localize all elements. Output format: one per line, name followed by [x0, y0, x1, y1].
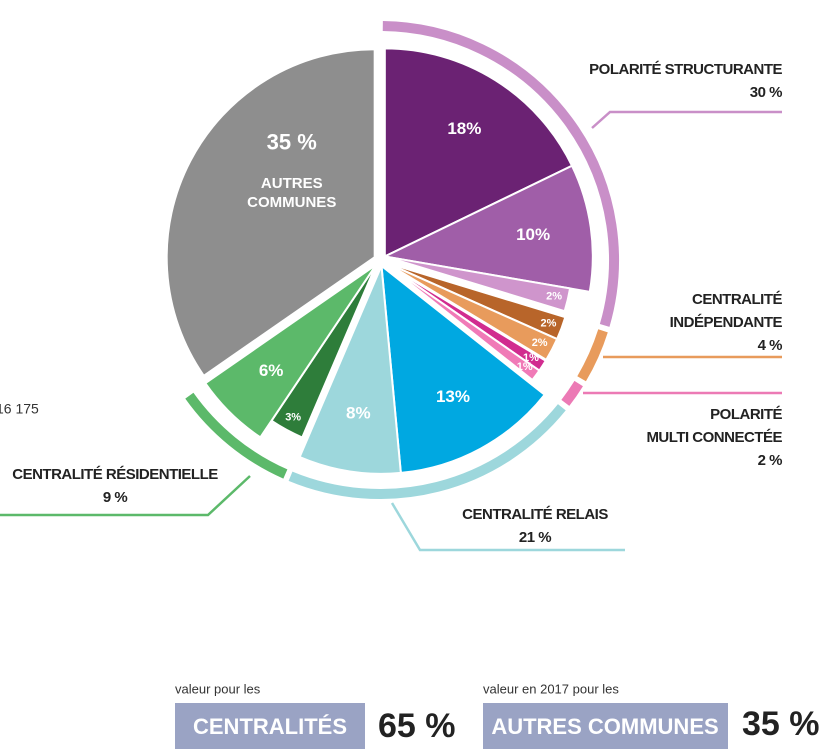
slice-label: 1%: [517, 361, 533, 373]
group-name: INDÉPENDANTE: [670, 314, 783, 331]
summary-box: [483, 703, 728, 749]
group-name: AUTRES: [261, 175, 323, 192]
group-arc: [185, 392, 288, 479]
summary-value: 65 %: [378, 707, 456, 745]
group-value: 9 %: [103, 489, 128, 506]
slice-label: 13%: [436, 387, 470, 406]
group-arc: [288, 404, 566, 499]
group-value: 35 %: [267, 130, 317, 155]
group-arc: [382, 21, 619, 327]
group-arc: [561, 380, 583, 406]
leader-line: [591, 110, 782, 129]
group-name: POLARITÉ STRUCTURANTE: [589, 61, 782, 78]
slice-label: 6%: [259, 361, 284, 380]
group-name: CENTRALITÉ RÉSIDENTIELLE: [12, 466, 218, 483]
group-value: 21 %: [519, 529, 551, 546]
slice: [384, 255, 572, 313]
slice-label: 2%: [546, 291, 562, 303]
group-value: 2 %: [758, 452, 783, 469]
group-arc: [577, 329, 608, 382]
slice: [165, 48, 376, 378]
slice-label: 18%: [447, 119, 481, 138]
side-note: 16 175: [0, 401, 39, 417]
summary-value: 35 %: [742, 705, 820, 743]
group-name: MULTI CONNECTÉE: [646, 429, 782, 446]
group-name: COMMUNES: [247, 194, 336, 211]
summary-name: CENTRALITÉS: [193, 714, 347, 739]
leader-lines: [0, 110, 782, 552]
caption: valeur en 2017 pour les: [483, 681, 619, 696]
group-name: POLARITÉ: [710, 406, 782, 423]
slice: [384, 262, 541, 382]
group-name: CENTRALITÉ RELAIS: [462, 506, 608, 523]
leader-line: [0, 475, 251, 517]
slice: [383, 47, 574, 259]
slice: [381, 164, 594, 293]
slice-label: 2%: [541, 317, 557, 329]
summary-box: [175, 703, 365, 749]
slice: [384, 261, 559, 362]
caption: valeur pour les: [175, 681, 261, 696]
slice-label: 10%: [516, 225, 550, 244]
slice-label: 8%: [346, 403, 371, 422]
group-value: 4 %: [758, 337, 783, 354]
slice: [380, 263, 547, 474]
group-value: 30 %: [750, 84, 782, 101]
slice-label: 3%: [285, 411, 301, 423]
slice: [298, 265, 402, 475]
summary-name: AUTRES COMMUNES: [491, 714, 718, 739]
leader-line: [390, 502, 625, 552]
slice-label: 2%: [532, 337, 548, 349]
group-name: CENTRALITÉ: [692, 291, 782, 308]
slice: [203, 263, 378, 439]
